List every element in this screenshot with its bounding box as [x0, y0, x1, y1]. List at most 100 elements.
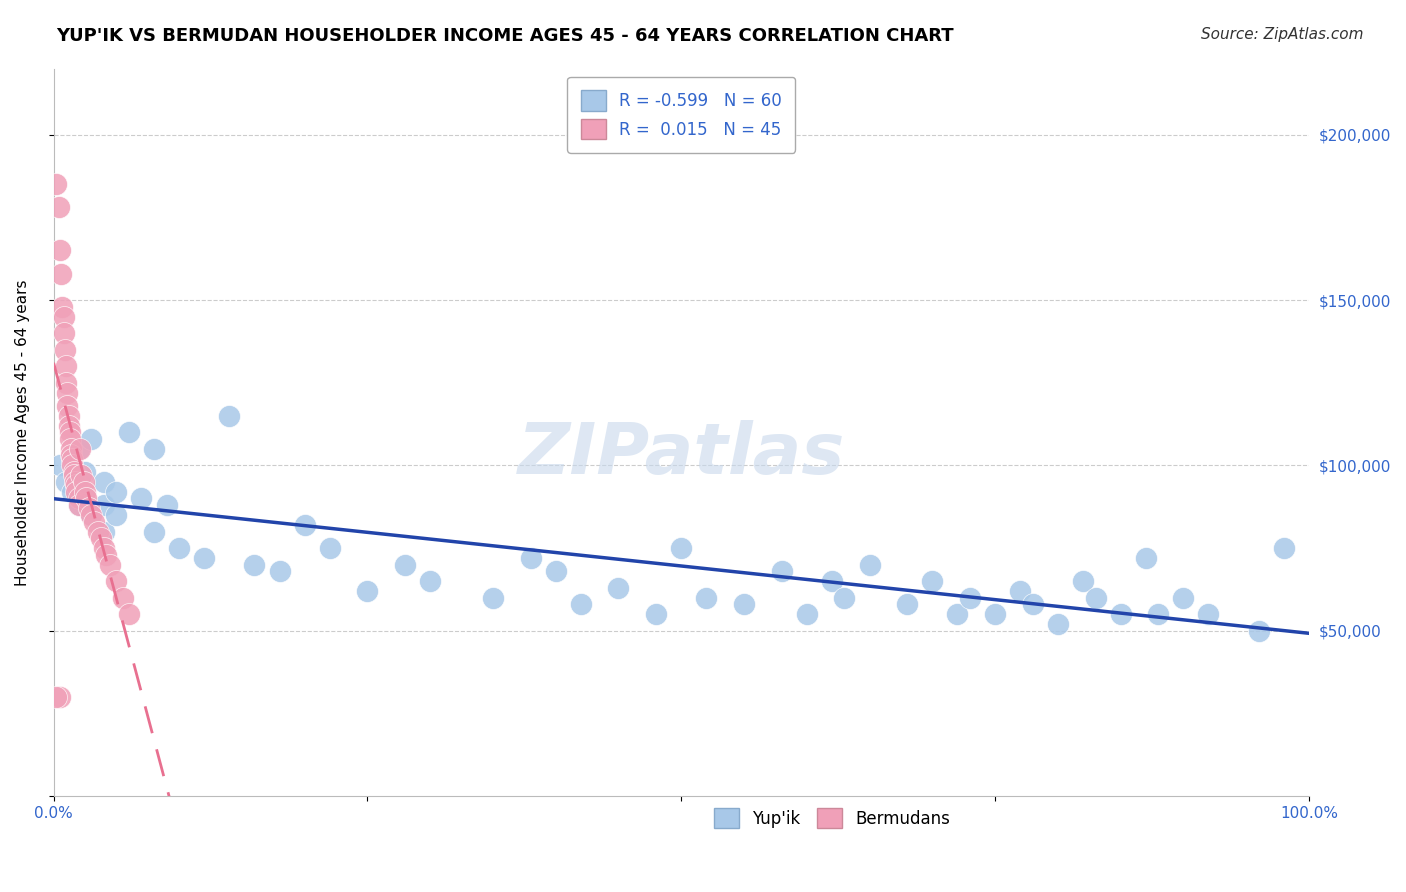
- Point: [193, 551, 215, 566]
- Point: [1084, 591, 1107, 605]
- Point: [1272, 541, 1295, 555]
- Point: [77, 501, 100, 516]
- Point: [80, 432, 103, 446]
- Point: [69, 442, 91, 456]
- Point: [482, 591, 505, 605]
- Point: [73, 484, 96, 499]
- Point: [48, 201, 70, 215]
- Point: [67, 498, 90, 512]
- Point: [65, 478, 87, 492]
- Point: [218, 409, 240, 423]
- Point: [167, 541, 190, 555]
- Point: [62, 468, 84, 483]
- Point: [319, 541, 342, 555]
- Point: [294, 517, 316, 532]
- Point: [67, 442, 90, 456]
- Point: [45, 690, 67, 704]
- Legend: Yup'ik, Bermudans: Yup'ik, Bermudans: [707, 801, 957, 835]
- Point: [155, 498, 177, 512]
- Point: [111, 591, 134, 605]
- Point: [770, 564, 793, 578]
- Point: [356, 584, 378, 599]
- Point: [733, 597, 755, 611]
- Point: [858, 558, 880, 572]
- Point: [60, 449, 83, 463]
- Point: [394, 558, 416, 572]
- Point: [1046, 617, 1069, 632]
- Point: [75, 491, 97, 506]
- Point: [671, 541, 693, 555]
- Point: [62, 451, 84, 466]
- Point: [105, 508, 128, 522]
- Point: [67, 498, 90, 512]
- Point: [1022, 597, 1045, 611]
- Point: [52, 326, 75, 340]
- Point: [1071, 574, 1094, 588]
- Point: [56, 399, 79, 413]
- Point: [519, 551, 541, 566]
- Point: [143, 442, 166, 456]
- Point: [93, 475, 115, 489]
- Point: [90, 531, 112, 545]
- Point: [53, 343, 76, 357]
- Point: [63, 475, 86, 489]
- Point: [796, 607, 818, 622]
- Point: [83, 515, 105, 529]
- Point: [80, 508, 103, 522]
- Point: [59, 432, 82, 446]
- Point: [269, 564, 291, 578]
- Point: [55, 359, 77, 373]
- Point: [70, 468, 93, 483]
- Point: [51, 300, 73, 314]
- Point: [93, 524, 115, 539]
- Point: [105, 484, 128, 499]
- Point: [96, 548, 118, 562]
- Point: [67, 491, 90, 506]
- Point: [1247, 624, 1270, 638]
- Point: [62, 458, 84, 473]
- Point: [73, 491, 96, 506]
- Point: [60, 442, 83, 456]
- Point: [1109, 607, 1132, 622]
- Point: [45, 178, 67, 192]
- Point: [243, 558, 266, 572]
- Point: [73, 475, 96, 489]
- Point: [984, 607, 1007, 622]
- Text: YUP'IK VS BERMUDAN HOUSEHOLDER INCOME AGES 45 - 64 YEARS CORRELATION CHART: YUP'IK VS BERMUDAN HOUSEHOLDER INCOME AG…: [56, 27, 953, 45]
- Point: [62, 484, 84, 499]
- Text: Source: ZipAtlas.com: Source: ZipAtlas.com: [1201, 27, 1364, 42]
- Point: [1135, 551, 1157, 566]
- Point: [49, 690, 72, 704]
- Point: [93, 498, 115, 512]
- Point: [959, 591, 981, 605]
- Point: [59, 425, 82, 440]
- Point: [49, 458, 72, 473]
- Point: [118, 425, 141, 440]
- Point: [98, 558, 121, 572]
- Point: [607, 581, 630, 595]
- Y-axis label: Householder Income Ages 45 - 64 years: Householder Income Ages 45 - 64 years: [15, 279, 30, 585]
- Point: [55, 475, 77, 489]
- Point: [695, 591, 717, 605]
- Point: [49, 244, 72, 258]
- Point: [143, 524, 166, 539]
- Point: [86, 524, 108, 539]
- Point: [834, 591, 856, 605]
- Point: [544, 564, 567, 578]
- Point: [645, 607, 668, 622]
- Point: [65, 484, 87, 499]
- Point: [118, 607, 141, 622]
- Point: [1198, 607, 1220, 622]
- Point: [921, 574, 943, 588]
- Point: [946, 607, 969, 622]
- Point: [56, 385, 79, 400]
- Point: [896, 597, 918, 611]
- Point: [62, 465, 84, 479]
- Point: [419, 574, 441, 588]
- Point: [58, 418, 80, 433]
- Point: [73, 465, 96, 479]
- Point: [1147, 607, 1170, 622]
- Point: [93, 541, 115, 555]
- Point: [821, 574, 844, 588]
- Point: [105, 574, 128, 588]
